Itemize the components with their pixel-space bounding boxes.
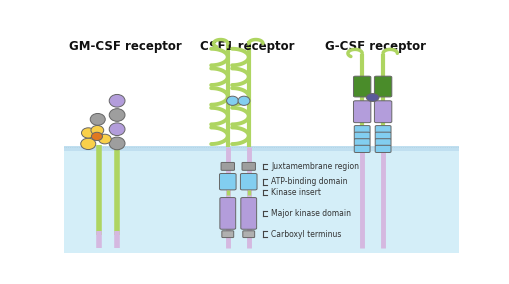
FancyBboxPatch shape <box>219 174 236 190</box>
Ellipse shape <box>98 134 111 144</box>
Text: G-CSF receptor: G-CSF receptor <box>325 39 426 53</box>
Text: Kinase insert: Kinase insert <box>271 188 321 197</box>
Ellipse shape <box>109 109 125 121</box>
Ellipse shape <box>238 96 249 105</box>
FancyBboxPatch shape <box>64 147 458 253</box>
FancyBboxPatch shape <box>64 146 458 151</box>
Ellipse shape <box>109 123 125 135</box>
FancyBboxPatch shape <box>242 231 254 237</box>
Ellipse shape <box>91 126 103 135</box>
Text: Major kinase domain: Major kinase domain <box>271 209 351 218</box>
Text: CSF1 receptor: CSF1 receptor <box>200 39 294 53</box>
FancyBboxPatch shape <box>353 101 370 123</box>
Ellipse shape <box>109 95 125 107</box>
FancyBboxPatch shape <box>375 145 390 153</box>
Ellipse shape <box>80 138 96 150</box>
FancyBboxPatch shape <box>375 132 390 139</box>
Text: Carboxyl terminus: Carboxyl terminus <box>271 230 341 239</box>
FancyBboxPatch shape <box>240 198 256 229</box>
Text: Juxtamembrane region: Juxtamembrane region <box>271 162 358 171</box>
Ellipse shape <box>90 114 105 125</box>
Ellipse shape <box>365 93 378 101</box>
FancyBboxPatch shape <box>242 162 255 170</box>
FancyBboxPatch shape <box>353 76 370 97</box>
FancyBboxPatch shape <box>221 231 233 237</box>
FancyBboxPatch shape <box>375 139 390 146</box>
FancyBboxPatch shape <box>354 145 370 153</box>
FancyBboxPatch shape <box>219 198 235 229</box>
Ellipse shape <box>91 132 102 141</box>
Text: ATP-binding domain: ATP-binding domain <box>271 177 347 186</box>
Text: GM-CSF receptor: GM-CSF receptor <box>69 39 181 53</box>
Ellipse shape <box>81 128 95 138</box>
FancyBboxPatch shape <box>354 132 370 139</box>
FancyBboxPatch shape <box>354 139 370 146</box>
FancyBboxPatch shape <box>240 174 257 190</box>
FancyBboxPatch shape <box>220 162 234 170</box>
Ellipse shape <box>226 96 238 105</box>
FancyBboxPatch shape <box>374 76 391 97</box>
FancyBboxPatch shape <box>375 126 390 133</box>
Ellipse shape <box>109 137 125 150</box>
FancyBboxPatch shape <box>374 101 391 123</box>
FancyBboxPatch shape <box>354 126 370 133</box>
